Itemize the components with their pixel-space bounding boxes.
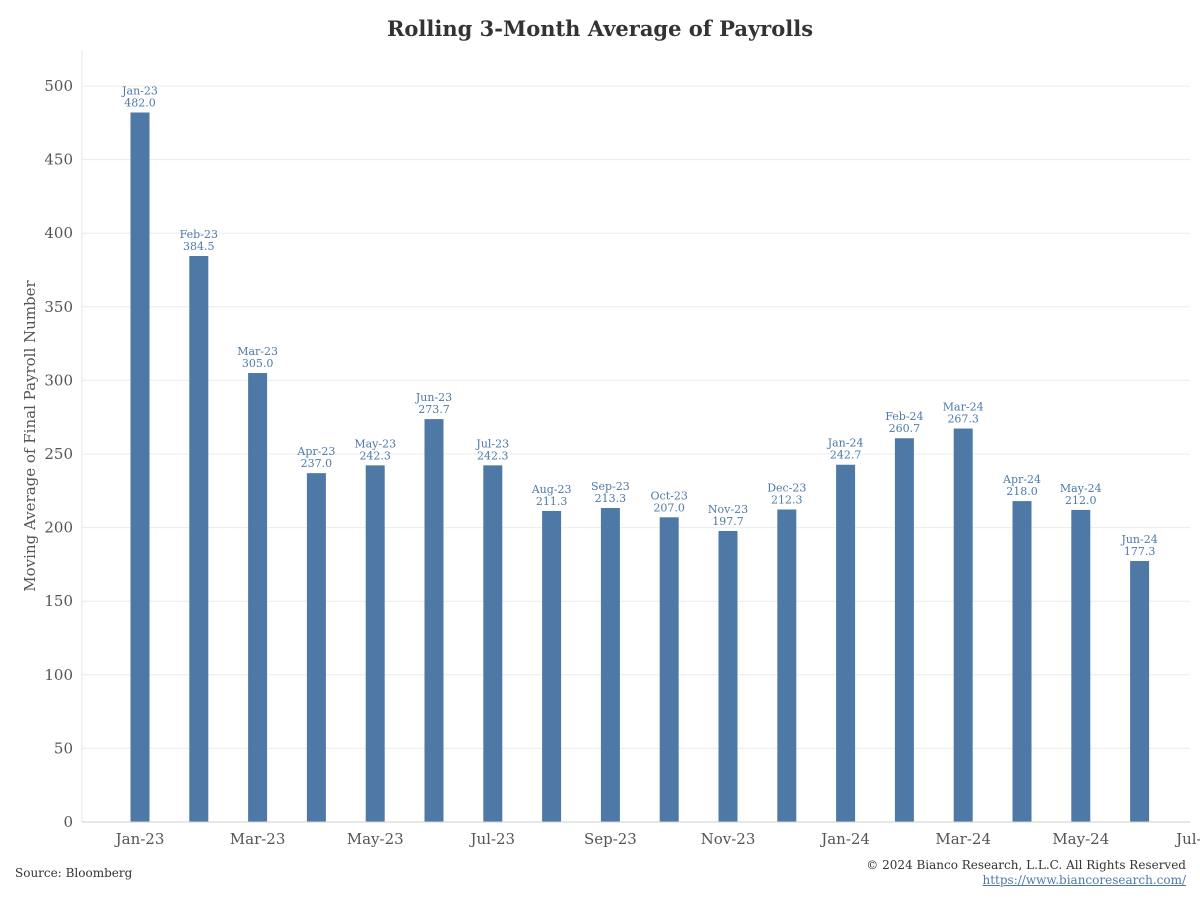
bar-category-label: Mar-23 bbox=[237, 345, 278, 358]
bar-category-label: Mar-24 bbox=[943, 401, 984, 414]
bar-value-label: 242.3 bbox=[359, 449, 391, 462]
y-tick-label: 200 bbox=[44, 519, 73, 537]
bar bbox=[1130, 561, 1150, 822]
bar-value-label: 218.0 bbox=[1006, 485, 1038, 498]
bar-category-label: Jul-23 bbox=[475, 437, 509, 450]
bar-value-label: 212.0 bbox=[1065, 494, 1097, 507]
bar bbox=[306, 473, 326, 822]
bar-category-label: Jun-24 bbox=[1120, 533, 1157, 546]
bar-value-label: 305.0 bbox=[242, 357, 274, 370]
bar-category-label: Feb-24 bbox=[885, 410, 923, 423]
bar-category-label: Feb-23 bbox=[180, 228, 218, 241]
bar bbox=[483, 465, 503, 822]
bar-category-label: Jan-23 bbox=[121, 84, 158, 97]
x-tick-label: Sep-23 bbox=[584, 830, 637, 848]
bar bbox=[600, 508, 620, 822]
bar-category-label: Sep-23 bbox=[591, 480, 630, 493]
bar-value-label: 242.3 bbox=[477, 449, 509, 462]
x-tick-label: Jul-24 bbox=[1174, 830, 1200, 848]
data-labels: Jan-23482.0Feb-23384.5Mar-23305.0Apr-232… bbox=[121, 84, 1158, 558]
bar-value-label: 237.0 bbox=[301, 457, 333, 470]
bar-value-label: 384.5 bbox=[183, 240, 215, 253]
x-tick-label: May-23 bbox=[347, 830, 404, 848]
bar bbox=[836, 464, 856, 822]
bar bbox=[953, 428, 973, 822]
y-tick-label: 500 bbox=[44, 77, 73, 95]
bar bbox=[248, 373, 268, 822]
bar bbox=[718, 530, 738, 822]
bar-category-label: Jun-23 bbox=[415, 391, 452, 404]
bar-category-label: Apr-23 bbox=[296, 445, 335, 458]
bar bbox=[777, 509, 797, 822]
bar-value-label: 482.0 bbox=[124, 96, 156, 109]
copyright-text: © 2024 Bianco Research, L.L.C. All Right… bbox=[866, 858, 1186, 872]
website-link[interactable]: https://www.biancoresearch.com/ bbox=[982, 873, 1186, 887]
bar-category-label: Aug-23 bbox=[531, 483, 572, 496]
x-tick-label: Jan-23 bbox=[114, 830, 165, 848]
source-note: Source: Bloomberg bbox=[15, 866, 133, 880]
bar-category-label: Nov-23 bbox=[708, 503, 748, 516]
bar bbox=[365, 465, 385, 822]
bar-category-label: Oct-23 bbox=[651, 489, 688, 502]
bar-category-label: Dec-23 bbox=[767, 481, 806, 494]
bar bbox=[1071, 509, 1091, 822]
bar bbox=[130, 112, 150, 823]
bar-value-label: 213.3 bbox=[595, 492, 627, 505]
y-tick-label: 150 bbox=[44, 592, 73, 610]
x-tick-label: Mar-24 bbox=[935, 830, 991, 848]
bar-value-label: 197.7 bbox=[712, 515, 744, 528]
y-tick-label: 350 bbox=[44, 298, 73, 316]
bar-value-label: 211.3 bbox=[536, 495, 568, 508]
y-axis-label: Moving Average of Final Payroll Number bbox=[21, 279, 39, 591]
y-axis: 0 50 100 150 200 250 300 350 400 450 500 bbox=[44, 50, 83, 831]
bar bbox=[189, 256, 209, 822]
bar-value-label: 260.7 bbox=[889, 422, 921, 435]
bar bbox=[659, 517, 679, 822]
y-tick-label: 300 bbox=[44, 371, 73, 389]
bar bbox=[894, 438, 914, 822]
bar bbox=[542, 510, 562, 822]
bar-category-label: May-24 bbox=[1060, 482, 1102, 495]
bar-value-label: 273.7 bbox=[418, 403, 450, 416]
y-tick-label: 400 bbox=[44, 224, 73, 242]
bar-value-label: 242.7 bbox=[830, 449, 862, 462]
y-tick-label: 250 bbox=[44, 445, 73, 463]
x-tick-label: Nov-23 bbox=[701, 830, 756, 848]
chart-title: Rolling 3-Month Average of Payrolls bbox=[386, 16, 814, 41]
bar bbox=[1012, 501, 1032, 822]
y-tick-label: 50 bbox=[54, 739, 73, 757]
bar-category-label: Jan-24 bbox=[827, 437, 864, 450]
bar-category-label: May-23 bbox=[354, 437, 396, 450]
bars bbox=[130, 112, 1150, 823]
y-tick-label: 450 bbox=[44, 151, 73, 169]
bar-value-label: 207.0 bbox=[653, 501, 685, 514]
bar-value-label: 177.3 bbox=[1124, 545, 1156, 558]
x-tick-label: May-24 bbox=[1052, 830, 1109, 848]
x-tick-label: Mar-23 bbox=[230, 830, 286, 848]
y-tick-label: 0 bbox=[63, 813, 73, 831]
bar-value-label: 212.3 bbox=[771, 493, 803, 506]
bar bbox=[424, 419, 444, 822]
bar-value-label: 267.3 bbox=[947, 413, 979, 426]
y-tick-label: 100 bbox=[44, 666, 73, 684]
x-tick-label: Jan-24 bbox=[819, 830, 870, 848]
x-axis: Jan-23 Mar-23 May-23 Jul-23 Sep-23 Nov-23 Jan-… bbox=[82, 821, 1200, 848]
bar-category-label: Apr-24 bbox=[1002, 473, 1041, 486]
x-tick-label: Jul-23 bbox=[468, 830, 515, 848]
